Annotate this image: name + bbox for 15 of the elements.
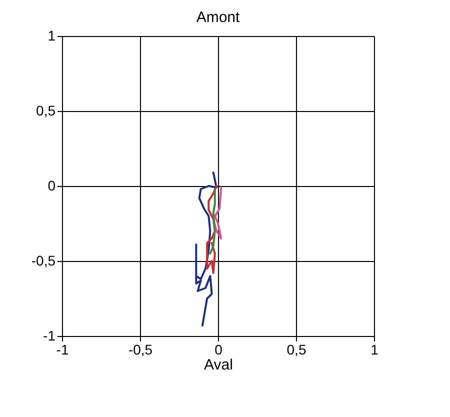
x-tick-label: 1: [370, 342, 379, 358]
line-series: [209, 188, 216, 254]
chart-title: Amont: [196, 9, 241, 26]
x-tick-label: -0,5: [128, 342, 153, 358]
x-tick-label: 0: [214, 342, 223, 358]
line-series: [195, 172, 218, 326]
line-series: [206, 185, 218, 274]
y-tick-label: 0,5: [36, 102, 56, 118]
y-tick-label: -1: [43, 328, 56, 344]
x-tick-label: 0,5: [286, 342, 306, 358]
x-axis-title: Aval: [204, 356, 233, 374]
y-tick-label: 1: [48, 28, 56, 44]
y-tick-label: -0,5: [31, 252, 56, 268]
y-tick-label: 0: [48, 178, 56, 194]
line-series: [212, 186, 222, 240]
